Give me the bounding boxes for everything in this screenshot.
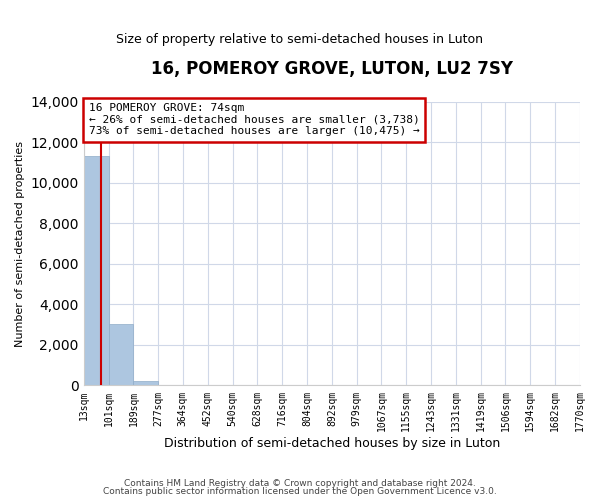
X-axis label: Distribution of semi-detached houses by size in Luton: Distribution of semi-detached houses by … [164,437,500,450]
Bar [83,156,109,386]
Bar [109,324,133,386]
Text: 16 POMEROY GROVE: 74sqm
← 26% of semi-detached houses are smaller (3,738)
73% of: 16 POMEROY GROVE: 74sqm ← 26% of semi-de… [89,103,419,136]
Text: Size of property relative to semi-detached houses in Luton: Size of property relative to semi-detach… [116,32,484,46]
Bar [133,382,158,386]
Text: Contains HM Land Registry data © Crown copyright and database right 2024.: Contains HM Land Registry data © Crown c… [124,478,476,488]
Title: 16, POMEROY GROVE, LUTON, LU2 7SY: 16, POMEROY GROVE, LUTON, LU2 7SY [151,60,513,78]
Y-axis label: Number of semi-detached properties: Number of semi-detached properties [15,140,25,346]
Text: Contains public sector information licensed under the Open Government Licence v3: Contains public sector information licen… [103,487,497,496]
